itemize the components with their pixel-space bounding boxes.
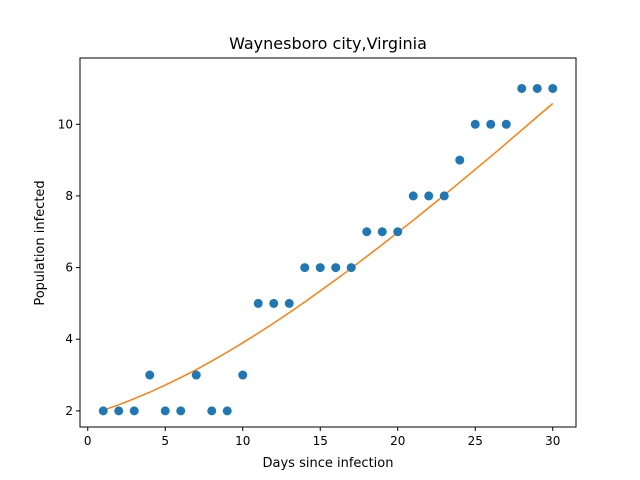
y-axis: 2 4 6 8 10: [58, 117, 80, 418]
fit-line-series: [103, 102, 554, 411]
data-point: [501, 119, 511, 129]
data-point: [548, 83, 558, 93]
data-point: [424, 191, 434, 201]
y-tick-label: 2: [65, 404, 73, 418]
x-tick-label: 20: [390, 434, 405, 448]
y-tick-label: 6: [65, 261, 73, 275]
data-point: [145, 370, 155, 380]
x-tick-label: 0: [84, 434, 92, 448]
data-point: [191, 370, 201, 380]
data-point: [331, 263, 341, 273]
y-tick-label: 4: [65, 332, 73, 346]
x-tick-label: 10: [235, 434, 250, 448]
data-point: [98, 406, 108, 416]
data-points-series: [98, 83, 558, 416]
data-point: [486, 119, 496, 129]
data-point: [362, 227, 372, 237]
data-point: [269, 298, 279, 308]
data-point: [238, 370, 248, 380]
data-point: [114, 406, 124, 416]
data-point: [532, 83, 542, 93]
data-point: [222, 406, 232, 416]
data-point: [253, 298, 263, 308]
data-point: [517, 83, 527, 93]
data-point: [393, 227, 403, 237]
x-axis-label: Days since infection: [263, 456, 394, 471]
chart-title: Waynesboro city,Virginia: [229, 34, 427, 53]
data-point: [176, 406, 186, 416]
data-point: [346, 263, 356, 273]
data-point: [377, 227, 387, 237]
y-tick-label: 10: [58, 117, 73, 131]
data-point: [284, 298, 294, 308]
fit-line: [103, 102, 554, 411]
x-tick-label: 15: [313, 434, 328, 448]
x-tick-label: 30: [545, 434, 560, 448]
y-tick-label: 8: [65, 189, 73, 203]
data-point: [439, 191, 449, 201]
data-point: [455, 155, 465, 165]
y-axis-label: Population infected: [33, 180, 48, 305]
data-point: [470, 119, 480, 129]
data-point: [300, 263, 310, 273]
x-tick-label: 5: [161, 434, 169, 448]
x-tick-label: 25: [468, 434, 483, 448]
data-point: [315, 263, 325, 273]
data-point: [160, 406, 170, 416]
x-axis: 0 5 10 15 20 25 30: [84, 427, 560, 448]
data-point: [129, 406, 139, 416]
data-point: [408, 191, 418, 201]
axes-frame: [79, 57, 577, 428]
plot-area: 0 5 10 15 20 25 30 2 4 6 8 10: [58, 57, 577, 448]
data-point: [207, 406, 217, 416]
